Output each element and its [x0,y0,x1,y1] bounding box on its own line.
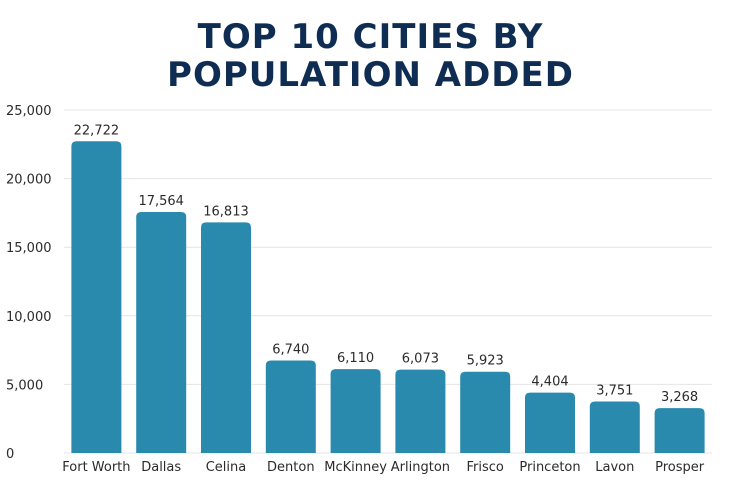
chart-title-line-1: TOP 10 CITIES BY [197,17,544,57]
bar [136,212,187,453]
x-tick-label: Prosper [655,460,705,475]
x-tick-label: Fort Worth [62,460,130,475]
data-label: 3,751 [596,384,633,399]
data-label: 6,110 [337,351,374,366]
data-labels: 22,722 17,564 16,813 6,740 6,110 6,073 5,923 4,… [74,123,699,405]
y-axis: 0 5,000 10,000 15,000 20,000 25,000 [6,104,52,462]
x-tick-label: Arlington [391,460,450,475]
x-axis: Fort Worth Dallas Celina Denton McKinney Arli… [62,460,704,475]
y-tick-label: 0 [6,447,14,462]
bars [71,141,705,454]
chart-title: TOP 10 CITIES BY POPULATION ADDED [0,18,741,94]
y-tick-label: 25,000 [6,104,52,119]
y-tick-label: 10,000 [6,310,52,325]
x-tick-label: Celina [206,460,247,475]
data-label: 16,813 [203,204,249,219]
bar [460,371,511,453]
bar [395,369,446,453]
data-label: 6,073 [402,352,439,367]
x-tick-label: McKinney [324,460,387,475]
bar [71,141,122,454]
bar [589,401,640,453]
y-tick-label: 5,000 [6,378,43,393]
data-label: 4,404 [531,375,568,390]
bar [265,360,316,453]
chart-title-line-2: POPULATION ADDED [167,55,574,95]
data-label: 6,740 [272,343,309,358]
y-tick-label: 15,000 [6,241,52,256]
bar [525,392,575,453]
x-tick-label: Dallas [141,460,181,475]
x-tick-label: Frisco [467,460,504,475]
data-label: 3,268 [661,390,698,405]
y-tick-label: 20,000 [6,173,52,188]
bar [330,369,381,453]
x-tick-label: Denton [267,460,315,475]
bar [201,222,251,453]
data-label: 5,923 [467,354,504,369]
x-tick-label: Princeton [519,460,580,475]
data-label: 17,564 [138,194,184,209]
x-tick-label: Lavon [595,460,634,475]
bar [654,408,705,453]
data-label: 22,722 [74,123,120,138]
